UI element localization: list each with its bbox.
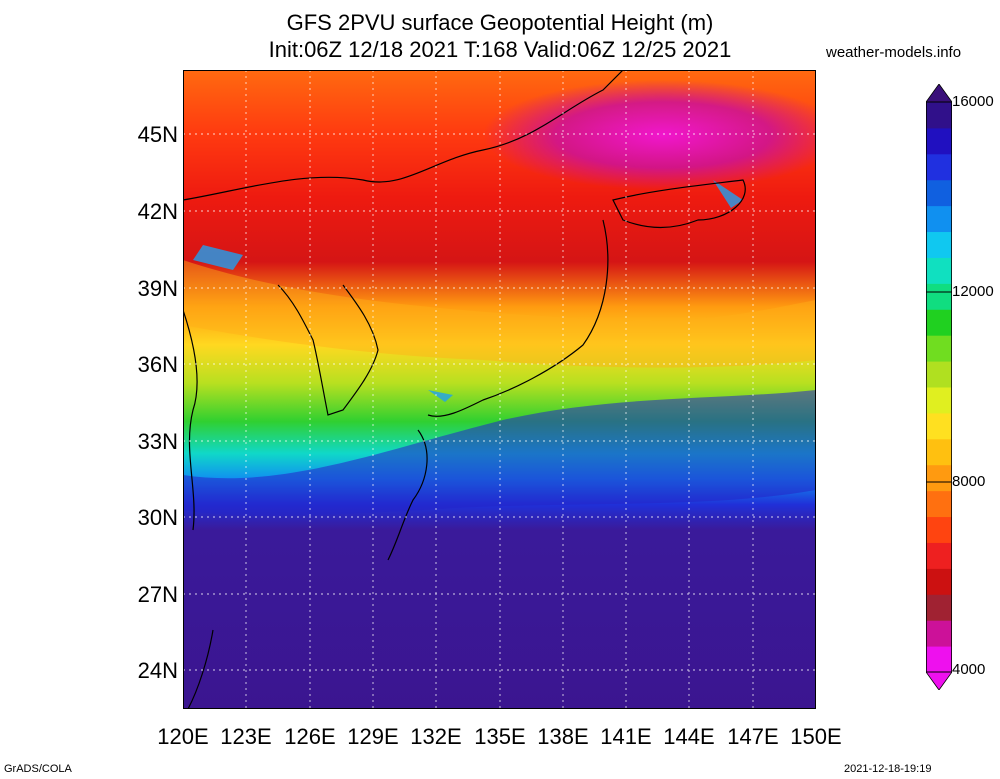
colorbar-segment <box>926 153 952 181</box>
colorbar-segment <box>926 542 952 569</box>
low-height-core <box>483 80 816 190</box>
lon-label-147e: 147E <box>727 724 779 749</box>
lat-label-33n: 33N <box>137 429 178 454</box>
lat-label-24n: 24N <box>137 658 178 683</box>
lon-label-150e: 150E <box>790 724 842 749</box>
lat-label-27n: 27N <box>137 582 178 607</box>
source-site: weather-models.info <box>826 44 962 61</box>
colorbar-segment <box>926 516 952 543</box>
colorbar-segment <box>926 438 952 466</box>
generated-timestamp: 2021-12-18-19:19 <box>844 763 932 775</box>
colorbar-segment <box>926 361 952 388</box>
lat-label-39n: 39N <box>137 276 178 301</box>
colorbar-segment <box>926 231 952 258</box>
software-credit: GrADS/COLA <box>4 763 72 775</box>
colorbar-label-12000: 12000 <box>952 283 994 300</box>
colorbar-segment <box>926 102 952 129</box>
colorbar-segment <box>926 387 952 414</box>
map-panel <box>183 70 816 709</box>
colorbar-segment <box>926 412 952 440</box>
colorbar-label-16000: 16000 <box>952 93 994 110</box>
colorbar-segment <box>926 646 952 673</box>
lat-label-42n: 42N <box>137 199 178 224</box>
colorbar-segment <box>926 594 952 621</box>
map-title: GFS 2PVU surface Geopotential Height (m) <box>286 10 714 35</box>
lon-label-132e: 132E <box>410 724 462 749</box>
colorbar-segment <box>926 464 952 492</box>
colorbar-segment <box>926 179 952 207</box>
colorbar-segment <box>926 309 952 336</box>
lat-label-36n: 36N <box>137 352 178 377</box>
lon-label-144e: 144E <box>663 724 715 749</box>
graticule <box>183 70 816 709</box>
colorbar-segment <box>926 490 952 518</box>
lon-label-120e: 120E <box>157 724 209 749</box>
geopotential-field <box>183 70 816 709</box>
colorbar-label-8000: 8000 <box>952 473 986 490</box>
colorbar-top-arrow <box>926 84 952 103</box>
lon-label-123e: 123E <box>220 724 272 749</box>
lon-label-138e: 138E <box>537 724 589 749</box>
colorbar-segment <box>926 283 952 310</box>
colorbar-segment <box>926 127 952 155</box>
colorbar <box>926 84 952 690</box>
coastlines <box>183 70 746 709</box>
colorbar-segment <box>926 620 952 647</box>
colorbar-label-4000: 4000 <box>952 661 986 678</box>
lon-label-135e: 135E <box>474 724 526 749</box>
lat-label-45n: 45N <box>137 122 178 147</box>
colorbar-segment <box>926 335 952 362</box>
lat-label-30n: 30N <box>137 505 178 530</box>
colorbar-segment <box>926 205 952 233</box>
map-subtitle: Init:06Z 12/18 2021 T:168 Valid:06Z 12/2… <box>268 37 732 62</box>
lon-label-126e: 126E <box>284 724 336 749</box>
colorbar-bottom-arrow <box>926 671 952 690</box>
lon-label-129e: 129E <box>347 724 399 749</box>
colorbar-segment <box>926 257 952 284</box>
colorbar-segment <box>926 568 952 595</box>
lon-label-141e: 141E <box>600 724 652 749</box>
